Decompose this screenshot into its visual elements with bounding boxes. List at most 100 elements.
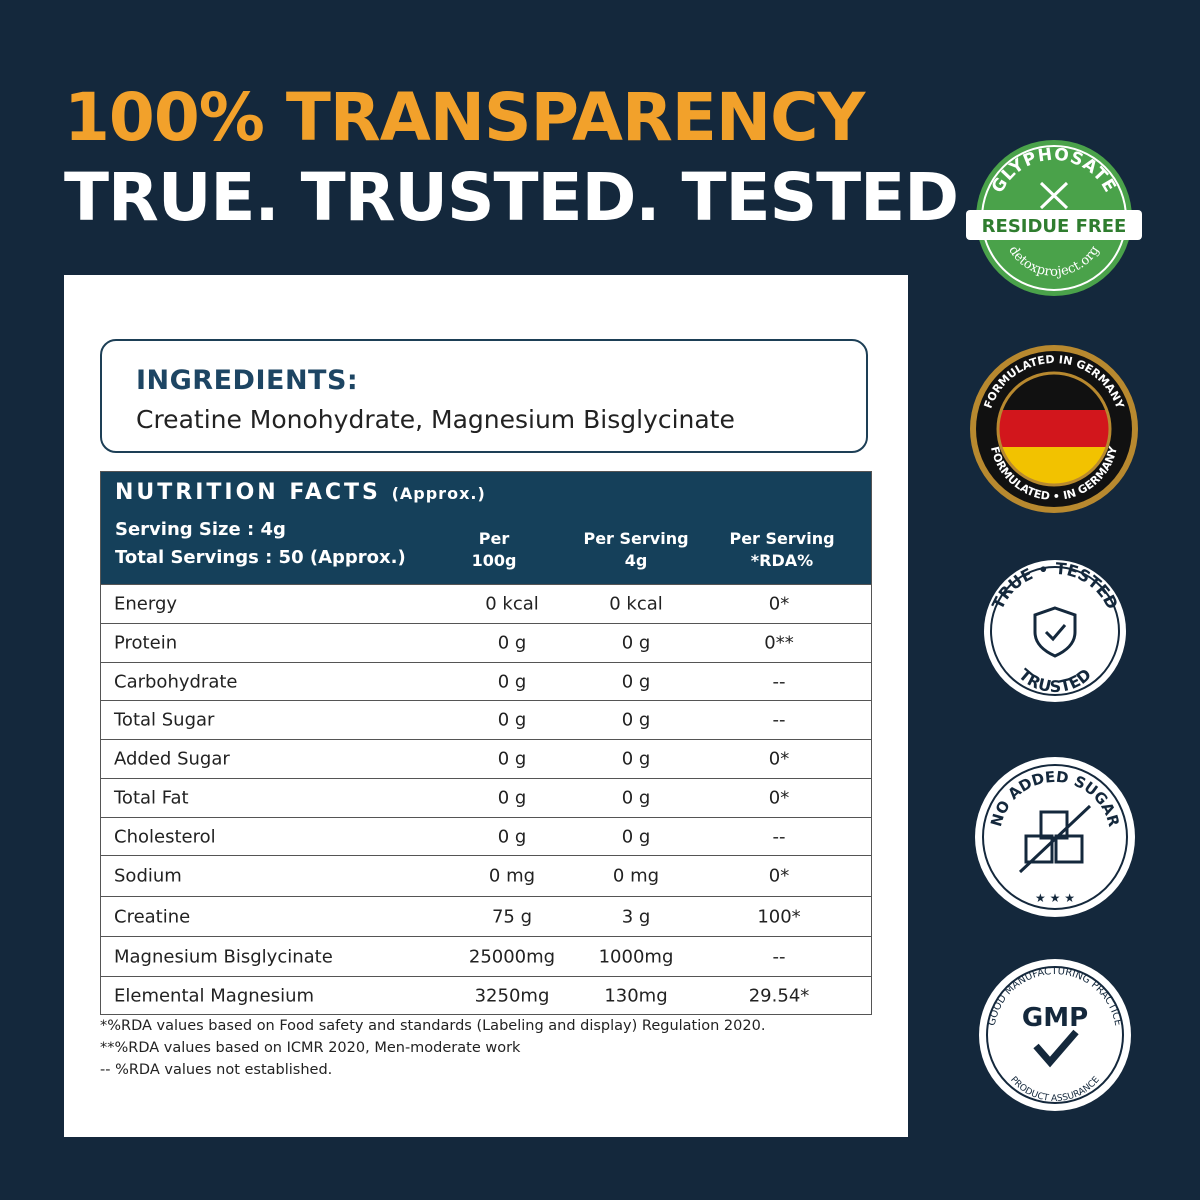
value-per-serving: 3 g [621, 906, 651, 927]
value-rda: 0* [768, 748, 790, 770]
column-header-line: 4g [624, 551, 648, 570]
value-per-100g: 0 g [497, 671, 527, 692]
column-header-line: Per Serving [729, 529, 835, 548]
value-rda: -- [772, 709, 786, 731]
nutrition-title: NUTRITION FACTS (Approx.) [115, 480, 486, 505]
badge-circle [979, 959, 1131, 1111]
fork-knife-cross-icon [1039, 181, 1069, 210]
value-per-serving: 0 g [621, 748, 651, 770]
value-rda: 0* [768, 865, 790, 887]
nutrient-name: Elemental Magnesium [114, 985, 315, 1006]
footnotes: *%RDA values based on Food safety and st… [100, 1015, 765, 1081]
badge-circle [984, 560, 1126, 702]
nutrient-name: Energy [114, 593, 178, 615]
value-per-100g: 25000mg [468, 946, 556, 967]
ingredients-box: INGREDIENTS: Creatine Monohydrate, Magne… [100, 339, 868, 453]
value-per-serving: 1000mg [598, 946, 674, 967]
table-row: Elemental Magnesium 3250mg 130mg 29.54* [101, 976, 871, 1014]
table-row: Total Sugar 0 g 0 g -- [101, 700, 871, 739]
nutrient-name: Sodium [114, 865, 182, 887]
table-row: Cholesterol 0 g 0 g -- [101, 817, 871, 855]
footnote: *%RDA values based on Food safety and st… [100, 1018, 766, 1034]
value-per-100g: 0 kcal [485, 593, 539, 615]
value-per-serving: 0 g [621, 632, 651, 654]
value-per-100g: 0 g [497, 632, 527, 654]
value-per-serving: 0 g [621, 787, 651, 809]
column-header-line: 100g [471, 551, 517, 570]
column-header-rda: Per Serving *RDA% [707, 528, 857, 572]
nutrient-name: Added Sugar [114, 748, 230, 770]
value-per-100g: 75 g [491, 906, 533, 927]
nutrient-name: Protein [114, 632, 178, 654]
nutrition-header: NUTRITION FACTS (Approx.) Serving Size :… [101, 472, 871, 584]
gmp-text: GMP [1022, 1003, 1088, 1033]
headline: 100% TRANSPARENCY TRUE. TRUSTED. TESTED [64, 78, 959, 238]
nutrition-rows: Energy 0 kcal 0 kcal 0* Protein 0 g 0 g 0** Carb… [101, 584, 871, 1014]
nutrient-name: Carbohydrate [114, 671, 238, 692]
value-rda: 0* [768, 787, 790, 809]
nutrition-title-text: NUTRITION FACTS [115, 480, 381, 505]
value-rda: 0** [764, 632, 794, 654]
star-icon: ★ ★ ★ [1035, 891, 1075, 905]
table-row: Energy 0 kcal 0 kcal 0* [101, 584, 871, 623]
column-header-line: Per Serving [583, 529, 689, 548]
nutrient-name: Creatine [114, 906, 191, 927]
value-rda: 100* [757, 906, 801, 927]
value-per-100g: 3250mg [474, 985, 550, 1006]
table-row: Carbohydrate 0 g 0 g -- [101, 662, 871, 700]
ingredients-title: INGREDIENTS: [136, 365, 359, 396]
badge-banner-text: RESIDUE FREE [982, 216, 1127, 237]
nutrient-name: Cholesterol [114, 826, 216, 847]
label-card: INGREDIENTS: Creatine Monohydrate, Magne… [64, 275, 908, 1137]
value-rda: -- [772, 671, 786, 692]
footnote: **%RDA values based on ICMR 2020, Men-mo… [100, 1040, 521, 1056]
ingredients-text: Creatine Monohydrate, Magnesium Bisglyci… [136, 405, 735, 434]
shield-check-icon [1033, 606, 1077, 658]
nutrient-name: Total Fat [114, 787, 189, 809]
table-row: Sodium 0 mg 0 mg 0* [101, 855, 871, 896]
value-per-100g: 0 g [497, 826, 527, 847]
value-per-100g: 0 mg [488, 865, 536, 887]
value-rda: -- [772, 946, 786, 967]
formulated-in-germany-badge: FORMULATED IN GERMANY FORMULATED • IN GE… [970, 345, 1138, 513]
value-per-100g: 0 g [497, 787, 527, 809]
sugar-cubes-crossed-icon [1018, 804, 1092, 874]
no-added-sugar-badge: NO ADDED SUGAR ★ ★ ★ [975, 757, 1135, 917]
column-header-per-serving: Per Serving 4g [561, 528, 711, 572]
value-per-serving: 0 kcal [609, 593, 663, 615]
value-per-serving: 0 g [621, 671, 651, 692]
table-row: Creatine 75 g 3 g 100* [101, 896, 871, 936]
total-servings: Total Servings : 50 (Approx.) [115, 547, 406, 568]
column-header-per-100g: Per 100g [419, 528, 569, 572]
value-rda: 0* [768, 593, 790, 615]
badge-banner [966, 210, 1142, 240]
nutrient-name: Magnesium Bisglycinate [114, 946, 333, 967]
value-per-serving: 0 g [621, 826, 651, 847]
true-tested-trusted-badge: TRUE • TESTED TRUSTED [984, 559, 1126, 702]
column-header-line: Per [478, 529, 510, 548]
nutrient-name: Total Sugar [114, 709, 215, 731]
nutrition-table: NUTRITION FACTS (Approx.) Serving Size :… [100, 471, 872, 1015]
value-per-serving: 0 g [621, 709, 651, 731]
headline-line-1: 100% TRANSPARENCY [64, 79, 865, 156]
value-per-serving: 0 mg [612, 865, 660, 887]
value-rda: 29.54* [748, 985, 810, 1006]
table-row: Protein 0 g 0 g 0** [101, 623, 871, 662]
headline-line-2: TRUE. TRUSTED. TESTED [64, 159, 959, 236]
column-header-line: *RDA% [750, 551, 814, 570]
footnote: -- %RDA values not established. [100, 1062, 333, 1078]
nutrition-title-suffix: (Approx.) [391, 484, 486, 503]
serving-info: Serving Size : 4g Total Servings : 50 (A… [115, 516, 406, 572]
value-per-100g: 0 g [497, 709, 527, 731]
table-row: Added Sugar 0 g 0 g 0* [101, 739, 871, 778]
gmp-badge: GOOD MANUFACTURING PRACTICE GMP PRODUCT … [979, 959, 1131, 1111]
value-per-100g: 0 g [497, 748, 527, 770]
table-row: Magnesium Bisglycinate 25000mg 1000mg -- [101, 936, 871, 976]
value-rda: -- [772, 826, 786, 847]
glyphosate-residue-free-badge: GLYPHOSATE RESIDUE FREE detoxproject.org [966, 140, 1142, 296]
table-row: Total Fat 0 g 0 g 0* [101, 778, 871, 817]
serving-size: Serving Size : 4g [115, 519, 286, 540]
german-flag-icon [996, 371, 1112, 487]
value-per-serving: 130mg [604, 985, 668, 1006]
checkmark-icon [1033, 1029, 1079, 1068]
